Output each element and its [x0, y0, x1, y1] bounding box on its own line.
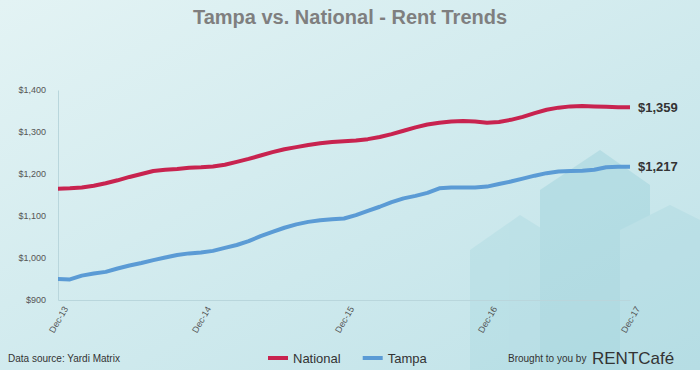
- y-tick-label: $1,400: [18, 85, 46, 95]
- x-tick-label: Dec-13: [47, 305, 70, 335]
- x-tick-label: Dec-16: [476, 305, 499, 335]
- y-tick: $1,100: [18, 211, 58, 221]
- source: Data source: Yardi Matrix: [8, 353, 120, 364]
- line-0: [58, 106, 630, 189]
- x-tick: Dec-13: [47, 300, 70, 335]
- legend-item: National: [268, 351, 341, 366]
- title: Tampa vs. National - Rent Trends: [193, 6, 507, 28]
- y-tick: $900: [26, 295, 58, 305]
- line-1: [58, 167, 630, 280]
- chart: Tampa vs. National - Rent Trends $900 $1,0…: [0, 0, 700, 370]
- y-axis-line: [58, 91, 59, 301]
- y-tick: $1,000: [18, 253, 58, 263]
- plot: $900 $1,000 $1,100 $1,200 $1,300 $1,400 Dec-13…: [18, 85, 677, 334]
- y-tick-label: $1,000: [18, 253, 46, 263]
- legend-swatch: [363, 356, 383, 360]
- y-tick: $1,300: [18, 127, 58, 137]
- legend-item: Tampa: [363, 351, 428, 366]
- x-tick-label: Dec-17: [619, 305, 642, 335]
- legend-label: Tampa: [388, 351, 428, 366]
- data-label: $1,359: [638, 100, 678, 115]
- credit: Brought to you by: [508, 353, 586, 364]
- x-tick: Dec-17: [619, 300, 642, 335]
- y-tick-label: $1,300: [18, 127, 46, 137]
- data-label: $1,217: [638, 159, 678, 174]
- y-tick: $1,200: [18, 169, 58, 179]
- x-axis-line: [59, 300, 631, 301]
- x-tick-label: Dec-14: [190, 305, 213, 335]
- legend-swatch: [268, 356, 288, 360]
- building: [620, 205, 700, 370]
- legend: National Tampa: [268, 351, 427, 366]
- x-tick: Dec-15: [333, 300, 356, 335]
- y-tick-label: $900: [26, 295, 46, 305]
- logo: RENTCafé: [592, 349, 674, 368]
- y-tick: $1,400: [18, 85, 58, 95]
- x-tick: Dec-16: [476, 300, 499, 335]
- background: [0, 0, 700, 370]
- data-labels: $1,359 $1,217: [638, 100, 678, 175]
- x-tick: Dec-14: [190, 300, 213, 335]
- x-tick-label: Dec-15: [333, 305, 356, 335]
- series-lines: [58, 106, 630, 279]
- y-tick-label: $1,200: [18, 169, 46, 179]
- y-tick-label: $1,100: [18, 211, 46, 221]
- y-axis: $900 $1,000 $1,100 $1,200 $1,300 $1,400: [18, 85, 58, 305]
- legend-label: National: [293, 351, 341, 366]
- x-axis: Dec-13 Dec-14 Dec-15 Dec-16 Dec-17: [47, 300, 642, 335]
